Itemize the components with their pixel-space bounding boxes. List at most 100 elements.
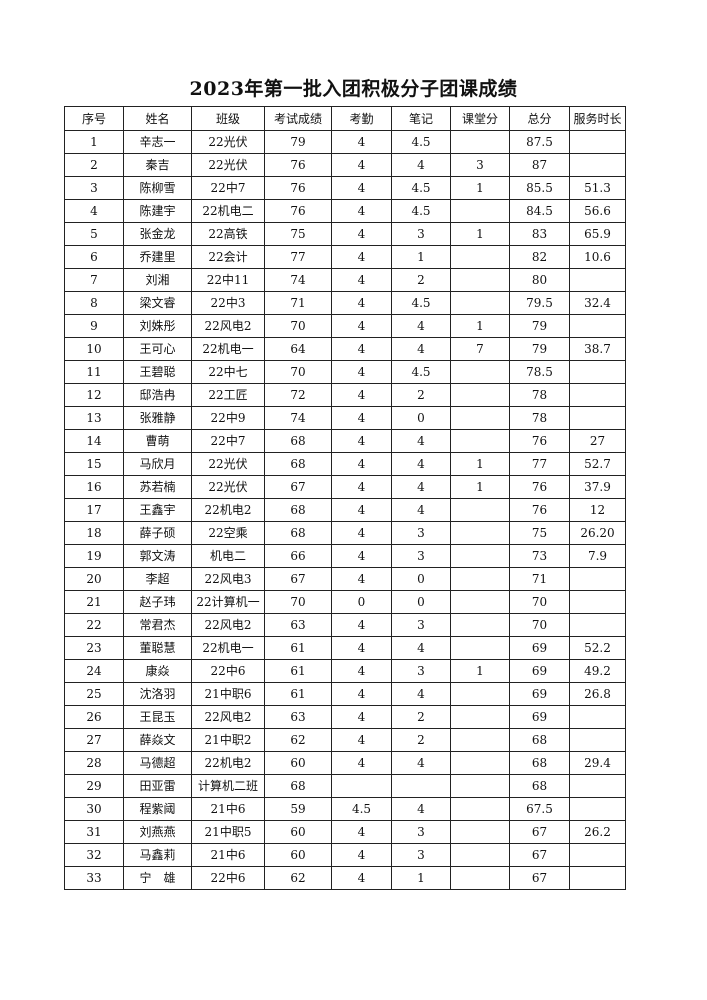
cell-exam-score: 77 (264, 244, 332, 269)
cell-exam-score: 68 (264, 773, 332, 798)
cell-name: 王可心 (123, 336, 192, 361)
cell-service-hours: 27 (569, 428, 626, 453)
cell-total: 67 (509, 865, 570, 890)
cell-exam-score: 76 (264, 152, 332, 177)
cell-notes: 0 (391, 589, 451, 614)
cell-notes (391, 773, 451, 798)
cell-notes: 4.5 (391, 129, 451, 154)
cell-notes: 2 (391, 382, 451, 407)
cell-total: 71 (509, 566, 570, 591)
cell-name: 沈洛羽 (123, 681, 192, 706)
cell-name: 赵子玮 (123, 589, 192, 614)
cell-name: 康焱 (123, 658, 192, 683)
cell-service-hours (569, 359, 626, 384)
cell-name: 薛焱文 (123, 727, 192, 752)
cell-class: 22光伏 (191, 451, 265, 476)
cell-index: 9 (64, 313, 124, 338)
cell-name: 辛志一 (123, 129, 192, 154)
cell-index: 3 (64, 175, 124, 200)
cell-notes: 4 (391, 474, 451, 499)
cell-class-score: 1 (450, 474, 510, 499)
cell-class: 21中职5 (191, 819, 265, 844)
cell-name: 梁文睿 (123, 290, 192, 315)
cell-total: 79 (509, 313, 570, 338)
cell-attendance: 4 (331, 750, 392, 775)
cell-class: 22光伏 (191, 152, 265, 177)
cell-attendance: 0 (331, 589, 392, 614)
cell-name: 薛子硕 (123, 520, 192, 545)
cell-class-score (450, 727, 510, 752)
cell-class-score: 3 (450, 152, 510, 177)
score-table: 序号 姓名 班级 考试成绩 考勤 笔记 课堂分 总分 服务时长 1 辛志一 22光伏 79 4 4.5 87… (64, 106, 626, 890)
cell-exam-score: 62 (264, 865, 332, 890)
cell-exam-score: 61 (264, 681, 332, 706)
cell-exam-score: 66 (264, 543, 332, 568)
cell-class-score (450, 681, 510, 706)
column-header-attendance: 考勤 (331, 106, 392, 131)
cell-class: 22中11 (191, 267, 265, 292)
cell-class-score (450, 290, 510, 315)
cell-index: 11 (64, 359, 124, 384)
cell-index: 31 (64, 819, 124, 844)
cell-exam-score: 61 (264, 635, 332, 660)
cell-service-hours (569, 152, 626, 177)
cell-class: 22中6 (191, 865, 265, 890)
cell-name: 田亚雷 (123, 773, 192, 798)
cell-service-hours (569, 773, 626, 798)
cell-class-score: 1 (450, 221, 510, 246)
cell-class: 22光伏 (191, 129, 265, 154)
cell-service-hours (569, 313, 626, 338)
cell-service-hours: 10.6 (569, 244, 626, 269)
column-header-exam-score: 考试成绩 (264, 106, 332, 131)
cell-notes: 4 (391, 750, 451, 775)
cell-class-score (450, 773, 510, 798)
cell-total: 70 (509, 589, 570, 614)
cell-exam-score: 75 (264, 221, 332, 246)
cell-service-hours (569, 382, 626, 407)
cell-total: 69 (509, 704, 570, 729)
table-row: 23 董聪慧 22机电一 61 4 4 69 52.2 (64, 635, 626, 660)
cell-total: 87 (509, 152, 570, 177)
table-row: 1 辛志一 22光伏 79 4 4.5 87.5 (64, 129, 626, 154)
cell-service-hours: 26.8 (569, 681, 626, 706)
table-row: 6 乔建里 22会计 77 4 1 82 10.6 (64, 244, 626, 269)
table-row: 17 王鑫宇 22机电2 68 4 4 76 12 (64, 497, 626, 522)
cell-attendance: 4 (331, 382, 392, 407)
cell-class: 22计算机一 (191, 589, 265, 614)
table-row: 7 刘湘 22中11 74 4 2 80 (64, 267, 626, 292)
cell-name: 张雅静 (123, 405, 192, 430)
cell-class: 22机电2 (191, 497, 265, 522)
cell-total: 68 (509, 727, 570, 752)
cell-exam-score: 59 (264, 796, 332, 821)
cell-exam-score: 67 (264, 566, 332, 591)
cell-service-hours: 65.9 (569, 221, 626, 246)
cell-class: 22中七 (191, 359, 265, 384)
cell-exam-score: 74 (264, 405, 332, 430)
cell-attendance: 4 (331, 543, 392, 568)
cell-index: 32 (64, 842, 124, 867)
cell-exam-score: 61 (264, 658, 332, 683)
cell-class-score (450, 382, 510, 407)
cell-class: 21中职2 (191, 727, 265, 752)
cell-total: 87.5 (509, 129, 570, 154)
cell-name: 陈柳雪 (123, 175, 192, 200)
cell-index: 29 (64, 773, 124, 798)
cell-index: 18 (64, 520, 124, 545)
cell-exam-score: 60 (264, 750, 332, 775)
cell-class-score (450, 566, 510, 591)
cell-service-hours (569, 865, 626, 890)
cell-exam-score: 62 (264, 727, 332, 752)
cell-class: 机电二 (191, 543, 265, 568)
table-row: 16 苏若楠 22光伏 67 4 4 1 76 37.9 (64, 474, 626, 499)
cell-class-score (450, 497, 510, 522)
cell-class: 22光伏 (191, 474, 265, 499)
cell-name: 王昆玉 (123, 704, 192, 729)
cell-class: 21中6 (191, 796, 265, 821)
cell-exam-score: 68 (264, 520, 332, 545)
cell-notes: 4 (391, 681, 451, 706)
cell-total: 68 (509, 773, 570, 798)
column-header-notes: 笔记 (391, 106, 451, 131)
cell-exam-score: 74 (264, 267, 332, 292)
cell-class: 22高铁 (191, 221, 265, 246)
cell-service-hours: 56.6 (569, 198, 626, 223)
